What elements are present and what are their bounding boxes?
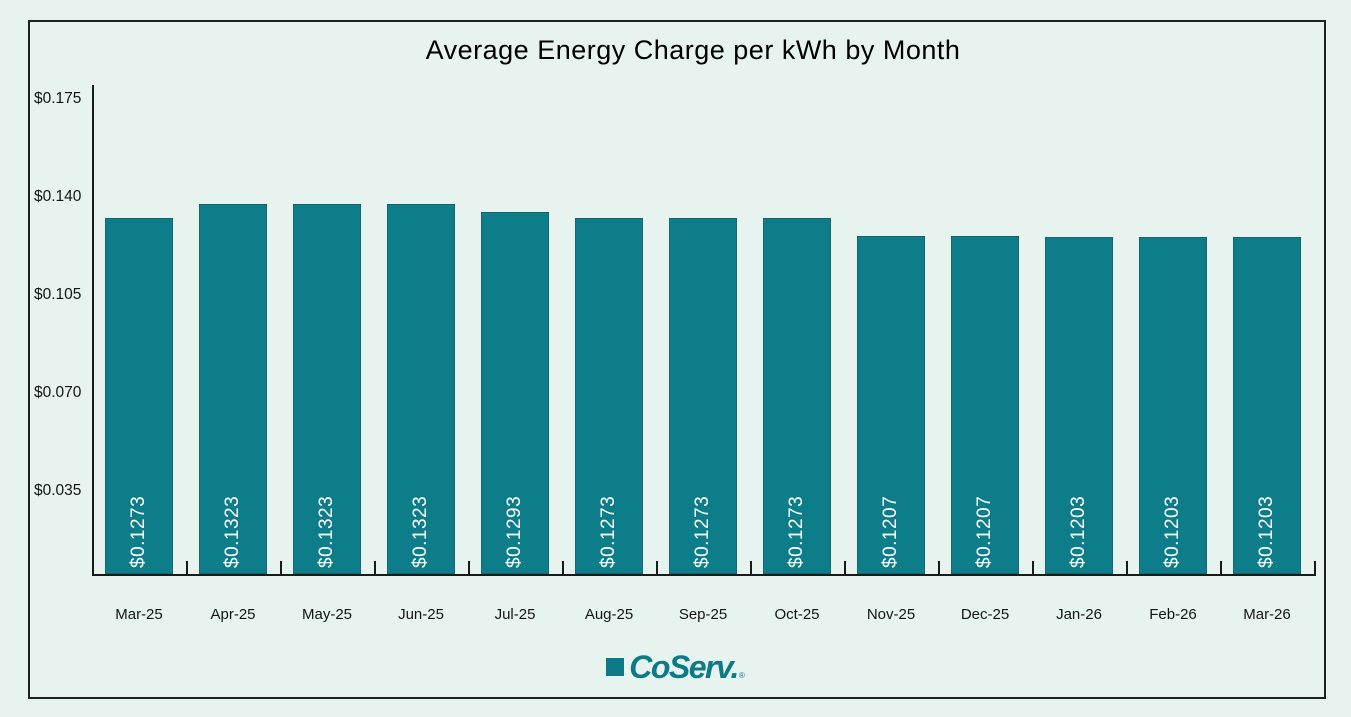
bar-value-label: $0.1273: [786, 495, 807, 568]
chart-title: Average Energy Charge per kWh by Month: [425, 35, 961, 65]
bar-value-label: $0.1323: [316, 495, 337, 568]
coserv-logo: CoServ. ®: [0, 651, 1351, 683]
x-axis-tick: [1032, 561, 1034, 574]
bar-value-label: $0.1203: [1162, 495, 1183, 568]
x-axis-tick: [562, 561, 564, 574]
y-axis-tick-label: $0.070: [34, 384, 82, 401]
x-axis-category-label: Oct-25: [774, 606, 820, 623]
bar: $0.1293: [481, 212, 549, 574]
bar: $0.1273: [763, 218, 831, 574]
x-axis-tick: [938, 561, 940, 574]
x-axis-tick: [468, 561, 470, 574]
bar-value-label: $0.1293: [504, 495, 525, 568]
bar-value-label: $0.1273: [128, 495, 149, 568]
x-axis-tick: [92, 561, 94, 574]
bar: $0.1207: [951, 236, 1019, 574]
x-axis-category-label: Mar-26: [1243, 606, 1291, 623]
bar: $0.1323: [387, 204, 455, 574]
bar: $0.1323: [293, 204, 361, 574]
x-axis-tick: [374, 561, 376, 574]
coserv-logo-text: CoServ.: [629, 649, 739, 685]
x-axis-category-label: Nov-25: [866, 606, 916, 623]
y-axis-tick-label: $0.175: [34, 90, 82, 107]
x-axis-line: [92, 574, 1316, 576]
bar-value-label: $0.1207: [974, 495, 995, 568]
bar-value-label: $0.1323: [222, 495, 243, 568]
x-axis-category-label: May-25: [301, 606, 353, 623]
bar-value-label: $0.1273: [692, 495, 713, 568]
bar: $0.1273: [575, 218, 643, 574]
x-axis-tick: [750, 561, 752, 574]
x-axis-category-label: Feb-26: [1149, 606, 1197, 623]
bar: $0.1273: [669, 218, 737, 574]
x-axis-tick: [656, 561, 658, 574]
x-axis-tick: [1220, 561, 1222, 574]
bar: $0.1203: [1045, 237, 1113, 574]
bar-value-label: $0.1207: [880, 495, 901, 568]
registered-trademark-icon: ®: [738, 671, 745, 680]
y-axis-tick-label: $0.140: [34, 188, 82, 205]
bar: $0.1273: [105, 218, 173, 574]
x-axis-category-label: Aug-25: [584, 606, 634, 623]
x-axis-tick: [1126, 561, 1128, 574]
x-axis-tick: [186, 561, 188, 574]
y-axis-tick-label: $0.105: [34, 286, 82, 303]
bar-value-label: $0.1203: [1068, 495, 1089, 568]
x-axis-tick: [844, 561, 846, 574]
x-axis-category-label: Dec-25: [960, 606, 1010, 623]
x-axis-category-label: Sep-25: [678, 606, 728, 623]
x-axis-category-label: Jun-25: [398, 606, 444, 623]
y-axis-line: [92, 85, 94, 576]
chart-border-frame: [28, 20, 1326, 699]
coserv-logo-square-icon: [606, 658, 625, 676]
bar-value-label: $0.1203: [1256, 495, 1277, 568]
x-axis-tick: [280, 561, 282, 574]
x-axis-tick: [1314, 561, 1316, 574]
bar-value-label: $0.1323: [410, 495, 431, 568]
bar: $0.1207: [857, 236, 925, 574]
y-axis-tick-label: $0.035: [34, 482, 82, 499]
bar: $0.1203: [1233, 237, 1301, 574]
x-axis-category-label: Jul-25: [494, 606, 536, 623]
x-axis-category-label: Apr-25: [210, 606, 256, 623]
x-axis-category-label: Jan-26: [1056, 606, 1102, 623]
bar: $0.1203: [1139, 237, 1207, 574]
bar: $0.1323: [199, 204, 267, 574]
bar-value-label: $0.1273: [598, 495, 619, 568]
x-axis-category-label: Mar-25: [115, 606, 163, 623]
